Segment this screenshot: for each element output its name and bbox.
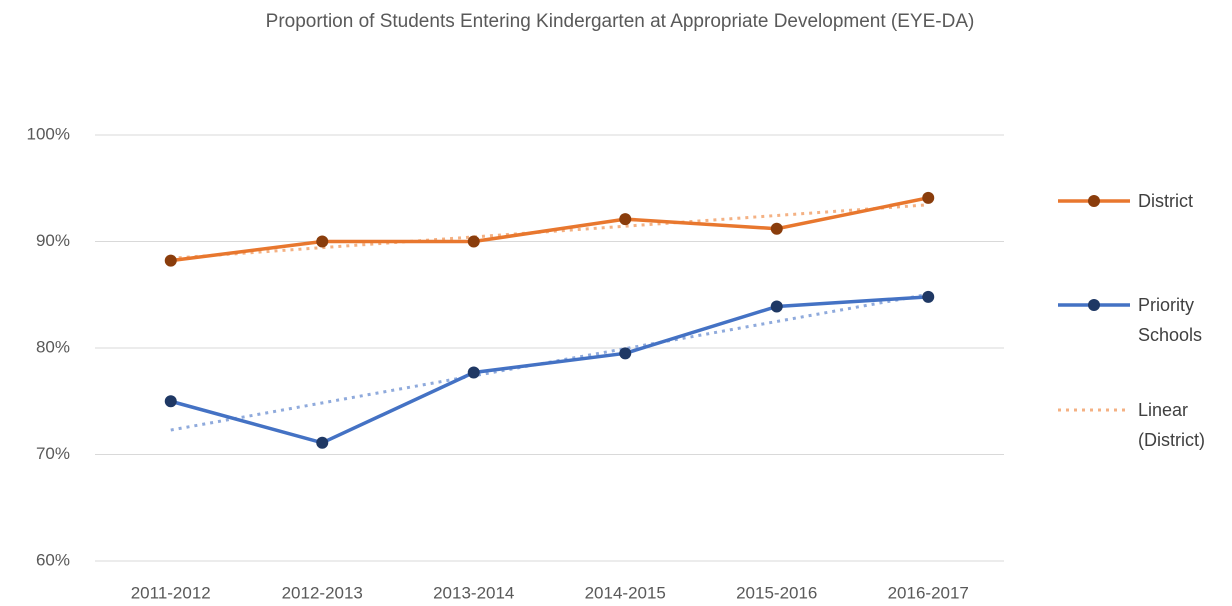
x-tick-label: 2012-2013 — [282, 583, 363, 602]
point — [770, 300, 783, 313]
legend-marker — [1088, 195, 1100, 207]
y-tick-label: 100% — [27, 124, 70, 143]
point — [619, 347, 632, 360]
x-tick-label: 2016-2017 — [888, 583, 969, 602]
series-line — [170, 295, 929, 445]
legend-label: Priority Schools — [1138, 295, 1203, 345]
x-tick-label: 2011-2012 — [131, 583, 211, 602]
point — [922, 191, 935, 204]
point — [316, 235, 329, 248]
point — [922, 290, 935, 303]
point — [619, 213, 632, 226]
point — [467, 366, 480, 379]
legend-marker — [1088, 299, 1100, 311]
y-tick-label: 60% — [36, 550, 70, 569]
trendline — [170, 203, 929, 260]
legend-label: District — [1138, 191, 1193, 211]
point — [164, 395, 177, 408]
chart-title: Proportion of Students Entering Kinderga… — [266, 11, 975, 32]
point — [164, 254, 177, 267]
x-tick-label: 2014-2015 — [585, 583, 666, 602]
point — [316, 436, 329, 449]
x-tick-label: 2015-2016 — [736, 583, 817, 602]
y-tick-label: 70% — [36, 444, 70, 463]
x-tick-label: 2013-2014 — [433, 583, 514, 602]
legend-label: Linear (District) — [1138, 400, 1205, 450]
point — [467, 235, 480, 248]
point — [770, 222, 783, 235]
series-line — [170, 196, 929, 263]
y-tick-label: 90% — [36, 231, 70, 250]
y-tick-label: 80% — [36, 337, 70, 356]
